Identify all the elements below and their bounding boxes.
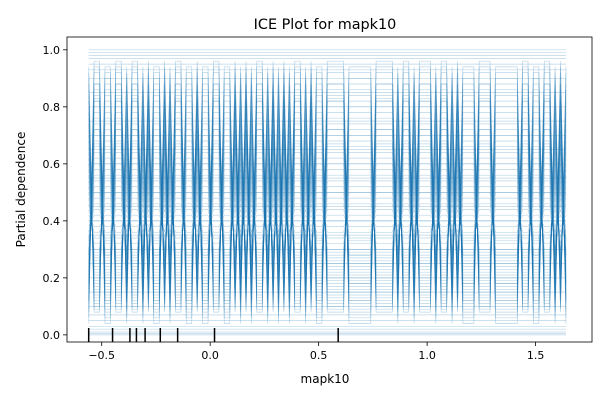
ice-curve — [88, 112, 567, 290]
ice-curve — [88, 112, 567, 290]
ice-curve — [88, 214, 567, 228]
y-tick-label: 0.6 — [43, 158, 61, 171]
ice-curve — [88, 72, 567, 313]
ice-curve — [88, 129, 567, 282]
ice-curve — [88, 146, 567, 273]
ice-curve — [88, 214, 567, 228]
x-axis-ticks: −0.5 0.0 0.5 1.0 1.5 — [88, 342, 544, 362]
x-tick-label: 1.0 — [418, 349, 436, 362]
ice-curve — [88, 83, 567, 310]
x-tick-label: 1.5 — [527, 349, 545, 362]
y-axis-ticks: 0.0 0.2 0.4 0.6 0.8 1.0 — [43, 44, 67, 342]
ice-curve — [88, 106, 567, 293]
ice-curve — [88, 95, 567, 302]
ice-curve — [88, 72, 567, 310]
ice-curve — [88, 66, 567, 319]
rug-marks — [87, 328, 339, 342]
x-tick-label: −0.5 — [88, 349, 115, 362]
ice-curves — [88, 49, 567, 336]
ice-curve — [88, 174, 567, 259]
ice-curve — [88, 83, 567, 302]
ice-curve — [88, 100, 567, 284]
ice-curve — [88, 169, 567, 262]
ice-curve — [88, 134, 567, 279]
ice-curve — [88, 140, 567, 276]
y-tick-label: 0.8 — [43, 101, 61, 114]
ice-curve — [88, 60, 567, 324]
ice-curve — [88, 95, 567, 299]
ice-curve — [88, 186, 567, 253]
ice-curve — [88, 186, 567, 253]
ice-curve — [88, 123, 567, 284]
ice-curve — [88, 129, 567, 256]
y-tick-label: 0.2 — [43, 272, 61, 285]
ice-curve — [88, 97, 567, 299]
y-tick-label: 0.4 — [43, 215, 61, 228]
ice-curve — [88, 106, 567, 293]
ice-curve — [88, 197, 567, 245]
ice-curve — [88, 152, 567, 270]
ice-curve — [88, 192, 567, 250]
y-tick-label: 0.0 — [43, 329, 61, 342]
x-tick-label: 0.5 — [310, 349, 328, 362]
ice-curve — [88, 180, 567, 256]
ice-curve — [88, 134, 567, 279]
ice-curve — [88, 66, 567, 313]
ice-curve — [88, 169, 567, 262]
ice-curve — [88, 89, 567, 302]
ice-curve — [88, 203, 567, 239]
ice-curve — [88, 163, 567, 264]
x-tick-label: 0.0 — [201, 349, 219, 362]
ice-curve — [88, 83, 567, 304]
ice-curve — [88, 203, 567, 239]
ice-curve — [88, 146, 567, 273]
ice-curve — [88, 123, 567, 284]
ice-curve — [88, 143, 567, 242]
ice-curve — [88, 157, 567, 267]
ice-curve — [88, 117, 567, 287]
ice-curve — [88, 174, 567, 259]
ice-curve — [88, 209, 567, 233]
x-axis-label: mapk10 — [301, 372, 350, 386]
ice-curve — [88, 180, 567, 256]
plot-area-frame — [66, 36, 593, 343]
chart-title: ICE Plot for mapk10 — [254, 17, 397, 33]
y-axis-label: Partial dependence — [14, 132, 28, 248]
ice-curve — [88, 129, 567, 282]
ice-curve — [88, 163, 567, 264]
ice-curve — [88, 197, 567, 245]
y-tick-label: 1.0 — [43, 44, 61, 57]
ice-curve — [88, 77, 567, 307]
ice-curve — [88, 140, 567, 276]
ice-curve — [88, 157, 567, 267]
ice-curve — [88, 89, 567, 304]
ice-curve — [88, 192, 567, 250]
ice-curve — [88, 209, 567, 233]
ice-curve — [88, 152, 567, 270]
ice-curve — [88, 100, 567, 296]
ice-curve — [88, 117, 567, 287]
ice-curve — [88, 100, 567, 296]
